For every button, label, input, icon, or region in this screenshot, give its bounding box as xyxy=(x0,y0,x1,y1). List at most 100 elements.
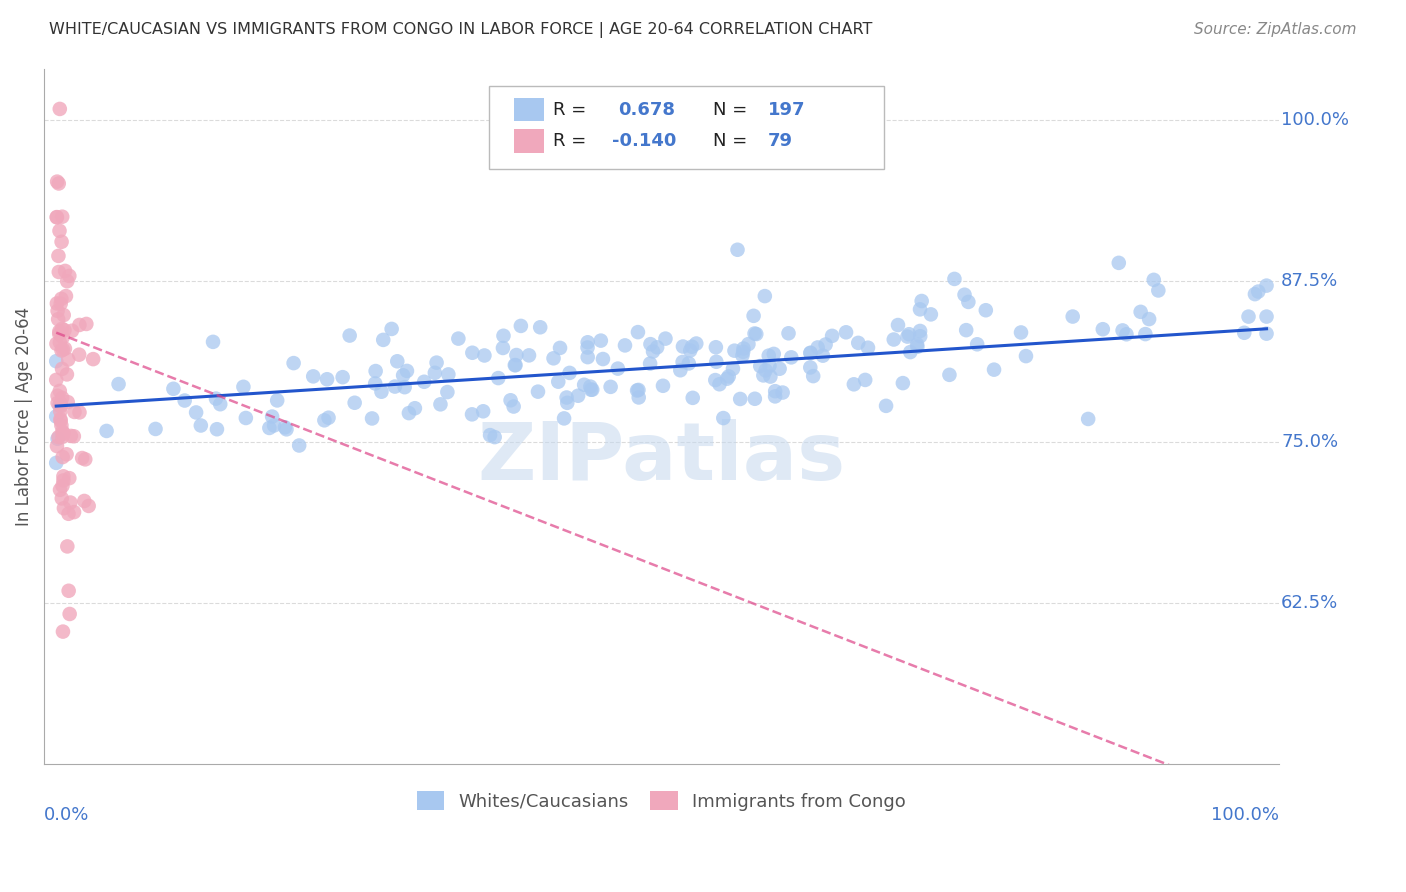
Point xyxy=(599,380,621,394)
Point xyxy=(49,404,72,418)
Point xyxy=(426,356,449,370)
Text: 87.5%: 87.5% xyxy=(1281,272,1339,290)
Point xyxy=(318,410,340,425)
Point xyxy=(772,385,794,400)
Point xyxy=(567,389,589,403)
Y-axis label: In Labor Force | Age 20-64: In Labor Force | Age 20-64 xyxy=(15,307,32,526)
Point xyxy=(59,429,82,443)
Point xyxy=(908,329,931,343)
Point xyxy=(370,384,392,399)
Point xyxy=(737,337,759,351)
Point xyxy=(807,341,830,355)
Point xyxy=(835,326,858,340)
Point xyxy=(316,372,339,386)
Point xyxy=(744,326,766,341)
Point xyxy=(51,292,73,306)
Point xyxy=(82,352,104,367)
Point xyxy=(780,351,803,365)
Point xyxy=(314,413,336,427)
Point xyxy=(1062,310,1084,324)
Point xyxy=(911,293,934,308)
Point xyxy=(49,384,72,398)
Point xyxy=(52,308,75,322)
Point xyxy=(898,345,921,359)
Text: 197: 197 xyxy=(768,101,806,119)
Point xyxy=(46,439,69,453)
Point xyxy=(547,375,569,389)
Point xyxy=(461,345,484,359)
Point xyxy=(579,379,602,393)
Point xyxy=(51,391,73,405)
Point xyxy=(709,377,731,392)
Point xyxy=(58,583,80,598)
Point xyxy=(1256,278,1278,293)
Point xyxy=(558,366,581,380)
Point xyxy=(46,304,69,318)
Point xyxy=(302,369,325,384)
Point xyxy=(58,471,80,485)
Point xyxy=(842,377,865,392)
Point xyxy=(55,447,77,461)
Point xyxy=(107,377,129,392)
Point xyxy=(505,348,527,362)
Point xyxy=(645,340,668,354)
Point xyxy=(48,265,70,279)
Point xyxy=(48,430,70,444)
Point xyxy=(572,377,595,392)
Point xyxy=(436,385,458,400)
Point xyxy=(606,361,628,376)
Point xyxy=(763,389,786,403)
Point xyxy=(52,450,75,464)
Point xyxy=(404,401,426,416)
Point xyxy=(75,452,97,467)
Point xyxy=(58,268,80,283)
Point xyxy=(262,409,284,424)
Point xyxy=(1015,349,1038,363)
Point xyxy=(73,494,96,508)
Point xyxy=(51,210,73,224)
Point xyxy=(56,368,79,382)
Point xyxy=(67,348,90,362)
Point xyxy=(672,355,695,369)
Point xyxy=(53,264,76,278)
Point xyxy=(896,329,918,343)
Point xyxy=(461,408,484,422)
Point xyxy=(274,420,297,434)
Point xyxy=(669,363,692,377)
Text: R =: R = xyxy=(553,132,586,150)
Point xyxy=(45,296,67,310)
Point xyxy=(49,483,72,497)
Point xyxy=(49,296,72,310)
Point xyxy=(59,607,82,621)
Point xyxy=(51,425,73,439)
Point xyxy=(853,373,876,387)
Point xyxy=(51,362,73,376)
Point xyxy=(492,328,515,343)
Point xyxy=(53,342,76,356)
Point xyxy=(704,355,727,369)
Point xyxy=(733,344,755,359)
Text: 79: 79 xyxy=(768,132,793,150)
Point xyxy=(384,379,406,393)
Point xyxy=(717,369,740,384)
Point xyxy=(46,396,69,410)
Point xyxy=(46,389,69,403)
Legend: Whites/Caucasians, Immigrants from Congo: Whites/Caucasians, Immigrants from Congo xyxy=(409,784,912,818)
Point xyxy=(429,397,451,411)
Point xyxy=(45,456,67,470)
Point xyxy=(744,392,766,406)
Point xyxy=(381,322,404,336)
Point xyxy=(51,322,73,336)
Point xyxy=(51,235,73,249)
Text: 62.5%: 62.5% xyxy=(1281,594,1339,612)
Point xyxy=(51,430,73,444)
Point xyxy=(51,343,73,358)
Point xyxy=(682,391,704,405)
Point xyxy=(763,384,786,399)
Point xyxy=(938,368,960,382)
Point xyxy=(704,340,727,354)
Point xyxy=(723,343,745,358)
Point xyxy=(49,399,72,413)
Point xyxy=(49,412,72,426)
Point xyxy=(283,356,305,370)
